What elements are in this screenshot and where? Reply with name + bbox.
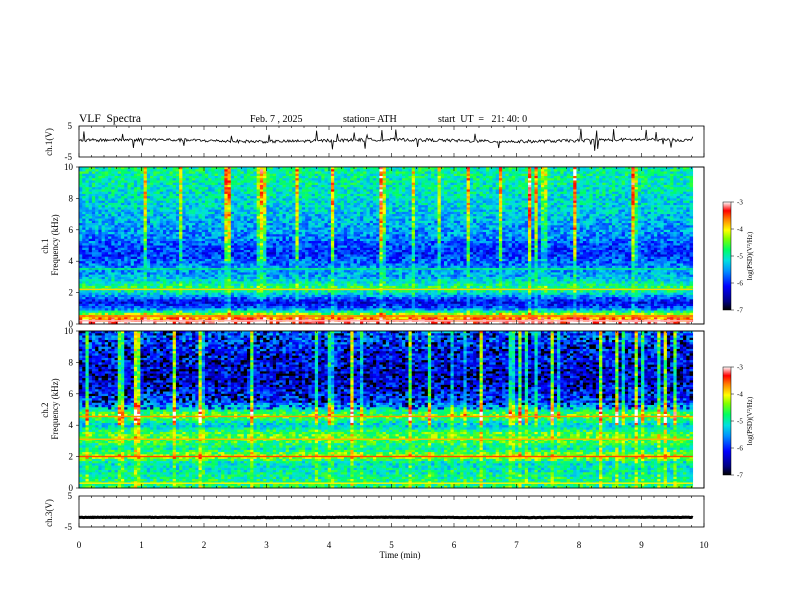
ch1-ytick-bottom: -5 (65, 152, 73, 162)
ytick-label: 6 (69, 389, 74, 399)
ch1-colorbar: -3 -4 -5 -6 -7 log(PSD)(V²/Hz) (723, 199, 754, 315)
ch3-waveform-ylabel: ch.3(V) (44, 499, 54, 527)
emission-line (79, 289, 693, 290)
colorbar-tick-label: -3 (737, 364, 743, 372)
ch2-colorbar-gradient (723, 367, 731, 475)
emission-line (79, 439, 693, 440)
colorbar-tick-label: -7 (737, 307, 743, 315)
xtick-label: 9 (639, 540, 644, 550)
colorbar-tick-label: -5 (737, 253, 743, 261)
colorbar-tick-label: -4 (737, 391, 743, 399)
xtick-label: 2 (202, 540, 207, 550)
emission-line (79, 483, 693, 484)
ch2-spectrogram-image (79, 331, 704, 488)
ytick-label: 8 (69, 357, 74, 367)
ch2-frequency-label: Frequency (kHz) (50, 378, 60, 439)
ch3-ytick-top: 5 (68, 491, 73, 501)
ch1-colorbar-label: log(PSD)(V²/Hz) (746, 231, 754, 280)
ytick-label: 2 (69, 288, 74, 298)
xtick-label: 1 (139, 540, 144, 550)
ch2-colorbar-label: log(PSD)(V²/Hz) (746, 396, 754, 445)
xtick-label: 10 (700, 540, 710, 550)
xtick-label: 3 (264, 540, 269, 550)
x-axis-label: Time (min) (380, 550, 421, 560)
ch2-spectrogram-ylabel: ch.2 Frequency (kHz) (40, 378, 60, 439)
colorbar-tick-label: -7 (737, 472, 743, 480)
emission-line (79, 268, 693, 269)
ytick-label: 6 (69, 225, 74, 235)
ch1-colorbar-gradient (723, 202, 731, 310)
xtick-label: 4 (327, 540, 332, 550)
ch1-spectrogram-image (79, 167, 704, 324)
ytick-label: 2 (69, 452, 74, 462)
ytick-label: 8 (69, 193, 74, 203)
colorbar-tick-label: -3 (737, 199, 743, 207)
ch3-waveform-panel: 5 -5 ch.3(V) 0 1 2 3 4 5 6 7 8 9 10 Time (min) (44, 491, 709, 560)
ch1-frequency-label: Frequency (kHz) (50, 214, 60, 275)
emission-line (79, 456, 693, 457)
ytick-label: 10 (64, 326, 74, 336)
colorbar-tick-label: -6 (737, 445, 743, 453)
ch3-ytick-bottom: -5 (65, 522, 73, 532)
ytick-label: 4 (69, 420, 74, 430)
ch1-waveform-ylabel: ch.1(V) (44, 128, 54, 156)
ch2-colorbar: -3 -4 -5 -6 -7 log(PSD)(V²/Hz) (723, 364, 754, 480)
ytick-label: 10 (64, 162, 74, 172)
ch1-spectrogram-ylabel: ch.1 Frequency (kHz) (40, 214, 60, 275)
ch1-ytick-top: 5 (68, 121, 73, 131)
ch2-channel-label: ch.2 (40, 403, 50, 418)
xtick-label: 6 (452, 540, 457, 550)
colorbar-tick-label: -6 (737, 280, 743, 288)
emission-line (79, 315, 693, 316)
ytick-label: 4 (69, 256, 74, 266)
colorbar-tick-label: -4 (737, 226, 743, 234)
ch3-waveform-frame (79, 496, 704, 527)
ch3-waveform-trace (79, 517, 693, 518)
ch1-waveform-panel: 5 -5 ch.1(V) (44, 121, 704, 162)
colorbar-tick-label: -5 (737, 418, 743, 426)
xtick-label: 0 (77, 540, 82, 550)
xtick-label: 5 (389, 540, 394, 550)
ch1-waveform-frame (79, 126, 704, 157)
emission-line (79, 416, 693, 417)
emission-line (79, 320, 693, 321)
xtick-label: 7 (514, 540, 519, 550)
xtick-label: 8 (577, 540, 582, 550)
ch1-channel-label: ch.1 (40, 239, 50, 254)
